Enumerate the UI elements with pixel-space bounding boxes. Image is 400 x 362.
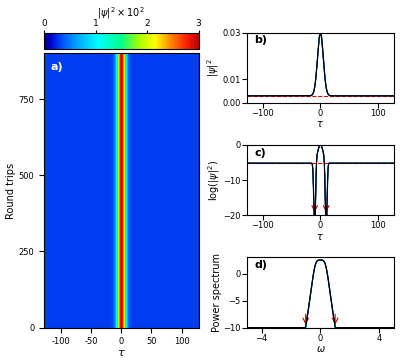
Text: b): b) — [254, 35, 267, 45]
Y-axis label: $|\psi|^2$: $|\psi|^2$ — [205, 58, 221, 77]
X-axis label: $|\psi|^2\times 10^2$: $|\psi|^2\times 10^2$ — [97, 5, 145, 21]
X-axis label: $\omega$: $\omega$ — [316, 344, 325, 354]
Y-axis label: Round trips: Round trips — [6, 163, 16, 219]
X-axis label: $\tau$: $\tau$ — [117, 348, 126, 358]
Y-axis label: $\log(|\psi|^2)$: $\log(|\psi|^2)$ — [206, 159, 222, 201]
Y-axis label: Power spectrum: Power spectrum — [212, 253, 222, 332]
Text: c): c) — [254, 148, 266, 158]
Text: d): d) — [254, 260, 267, 270]
X-axis label: $\tau$: $\tau$ — [316, 119, 324, 130]
X-axis label: $\tau$: $\tau$ — [316, 232, 324, 242]
Text: a): a) — [50, 62, 63, 72]
